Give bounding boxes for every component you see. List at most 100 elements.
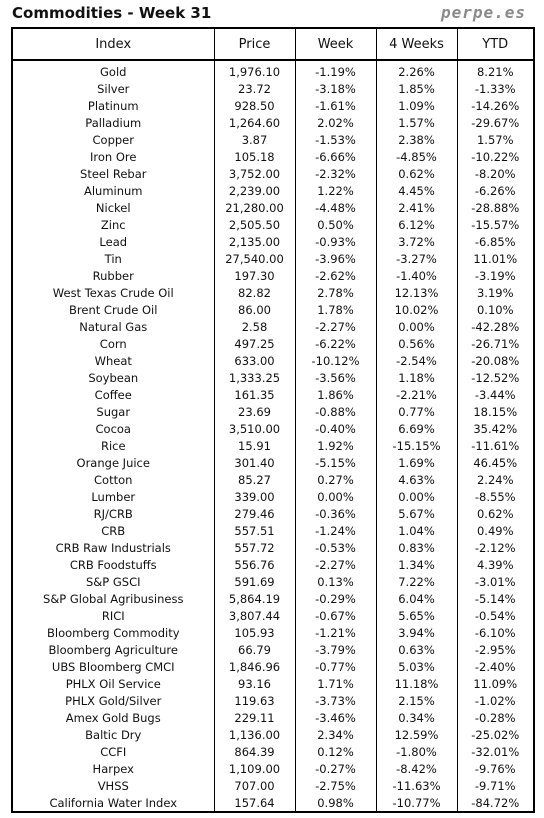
cell-ytd: 8.21%: [456, 60, 535, 80]
cell-week: -3.56%: [294, 369, 377, 386]
cell-week: 0.12%: [294, 743, 377, 760]
cell-week: -0.77%: [294, 658, 377, 675]
table-row: Corn 497.25 -6.22% 0.56% -26.71%: [11, 335, 535, 352]
cell-index: Rubber: [11, 267, 215, 284]
table-row: Cocoa 3,510.00 -0.40% 6.69% 35.42%: [11, 420, 535, 437]
cell-4-weeks: 12.59%: [375, 726, 458, 743]
header-4-weeks: 4 Weeks: [375, 27, 458, 61]
cell-index: Nickel: [11, 199, 215, 216]
cell-week: -1.24%: [294, 522, 377, 539]
cell-index: S&P GSCI: [11, 573, 215, 590]
cell-ytd: 11.09%: [456, 675, 535, 692]
cell-week: 2.34%: [294, 726, 377, 743]
cell-ytd: 2.24%: [456, 471, 535, 488]
cell-week: -0.67%: [294, 607, 377, 624]
cell-index: California Water Index: [11, 794, 215, 812]
cell-price: 197.30: [213, 267, 296, 284]
cell-index: RICI: [11, 607, 215, 624]
cell-price: 93.16: [213, 675, 296, 692]
cell-index: Silver: [11, 80, 215, 97]
cell-ytd: -14.26%: [456, 97, 535, 114]
cell-price: 27,540.00: [213, 250, 296, 267]
cell-price: 2,239.00: [213, 182, 296, 199]
table-row: CCFI 864.39 0.12% -1.80% -32.01%: [11, 743, 535, 760]
cell-index: Bloomberg Agriculture: [11, 641, 215, 658]
cell-4-weeks: 1.09%: [375, 97, 458, 114]
cell-ytd: -9.76%: [456, 760, 535, 777]
page-title: Commodities - Week 31: [12, 4, 212, 22]
cell-week: -1.53%: [294, 131, 377, 148]
cell-4-weeks: 6.69%: [375, 420, 458, 437]
cell-ytd: -6.85%: [456, 233, 535, 250]
cell-4-weeks: 4.45%: [375, 182, 458, 199]
cell-4-weeks: 0.83%: [375, 539, 458, 556]
table-row: Wheat 633.00 -10.12% -2.54% -20.08%: [11, 352, 535, 369]
cell-price: 82.82: [213, 284, 296, 301]
cell-week: 1.71%: [294, 675, 377, 692]
cell-price: 105.18: [213, 148, 296, 165]
cell-ytd: 18.15%: [456, 403, 535, 420]
cell-price: 3,752.00: [213, 165, 296, 182]
cell-price: 928.50: [213, 97, 296, 114]
cell-4-weeks: 4.63%: [375, 471, 458, 488]
cell-price: 707.00: [213, 777, 296, 794]
cell-index: RJ/CRB: [11, 505, 215, 522]
table-row: Rice 15.91 1.92% -15.15% -11.61%: [11, 437, 535, 454]
cell-week: -3.79%: [294, 641, 377, 658]
cell-price: 633.00: [213, 352, 296, 369]
cell-week: -0.93%: [294, 233, 377, 250]
cell-4-weeks: 0.62%: [375, 165, 458, 182]
cell-ytd: 3.19%: [456, 284, 535, 301]
cell-price: 1,264.60: [213, 114, 296, 131]
cell-4-weeks: 2.15%: [375, 692, 458, 709]
brand-watermark: perpe.es: [440, 3, 526, 22]
cell-price: 339.00: [213, 488, 296, 505]
table-row: Bloomberg Agriculture 66.79 -3.79% 0.63% -2.…: [11, 641, 535, 658]
cell-4-weeks: -11.63%: [375, 777, 458, 794]
cell-index: Corn: [11, 335, 215, 352]
cell-4-weeks: 1.18%: [375, 369, 458, 386]
cell-week: -0.88%: [294, 403, 377, 420]
cell-price: 5,864.19: [213, 590, 296, 607]
cell-price: 1,846.96: [213, 658, 296, 675]
cell-4-weeks: 5.03%: [375, 658, 458, 675]
cell-week: -4.48%: [294, 199, 377, 216]
cell-ytd: 0.10%: [456, 301, 535, 318]
cell-4-weeks: 0.63%: [375, 641, 458, 658]
cell-ytd: 1.57%: [456, 131, 535, 148]
table-row: Steel Rebar 3,752.00 -2.32% 0.62% -8.20%: [11, 165, 535, 182]
cell-week: 0.27%: [294, 471, 377, 488]
cell-week: 0.00%: [294, 488, 377, 505]
table-row: CRB Foodstuffs 556.76 -2.27% 1.34% 4.39%: [11, 556, 535, 573]
cell-4-weeks: 0.56%: [375, 335, 458, 352]
cell-4-weeks: 1.34%: [375, 556, 458, 573]
table-row: RJ/CRB 279.46 -0.36% 5.67% 0.62%: [11, 505, 535, 522]
cell-index: Rice: [11, 437, 215, 454]
cell-price: 105.93: [213, 624, 296, 641]
cell-ytd: -6.10%: [456, 624, 535, 641]
cell-price: 66.79: [213, 641, 296, 658]
cell-week: -10.12%: [294, 352, 377, 369]
cell-index: Amex Gold Bugs: [11, 709, 215, 726]
cell-ytd: -0.54%: [456, 607, 535, 624]
header-index: Index: [11, 27, 215, 61]
table-row: Bloomberg Commodity 105.93 -1.21% 3.94% -6.1…: [11, 624, 535, 641]
cell-index: Aluminum: [11, 182, 215, 199]
cell-index: UBS Bloomberg CMCI: [11, 658, 215, 675]
cell-4-weeks: 0.34%: [375, 709, 458, 726]
cell-price: 864.39: [213, 743, 296, 760]
cell-week: -0.29%: [294, 590, 377, 607]
cell-ytd: -10.22%: [456, 148, 535, 165]
table-row: Harpex 1,109.00 -0.27% -8.42% -9.76%: [11, 760, 535, 777]
cell-week: 1.92%: [294, 437, 377, 454]
cell-index: Natural Gas: [11, 318, 215, 335]
cell-ytd: -12.52%: [456, 369, 535, 386]
cell-index: West Texas Crude Oil: [11, 284, 215, 301]
cell-price: 85.27: [213, 471, 296, 488]
cell-price: 23.69: [213, 403, 296, 420]
cell-index: Orange Juice: [11, 454, 215, 471]
table-row: Orange Juice 301.40 -5.15% 1.69% 46.45%: [11, 454, 535, 471]
cell-ytd: -1.02%: [456, 692, 535, 709]
cell-index: Cotton: [11, 471, 215, 488]
cell-price: 86.00: [213, 301, 296, 318]
